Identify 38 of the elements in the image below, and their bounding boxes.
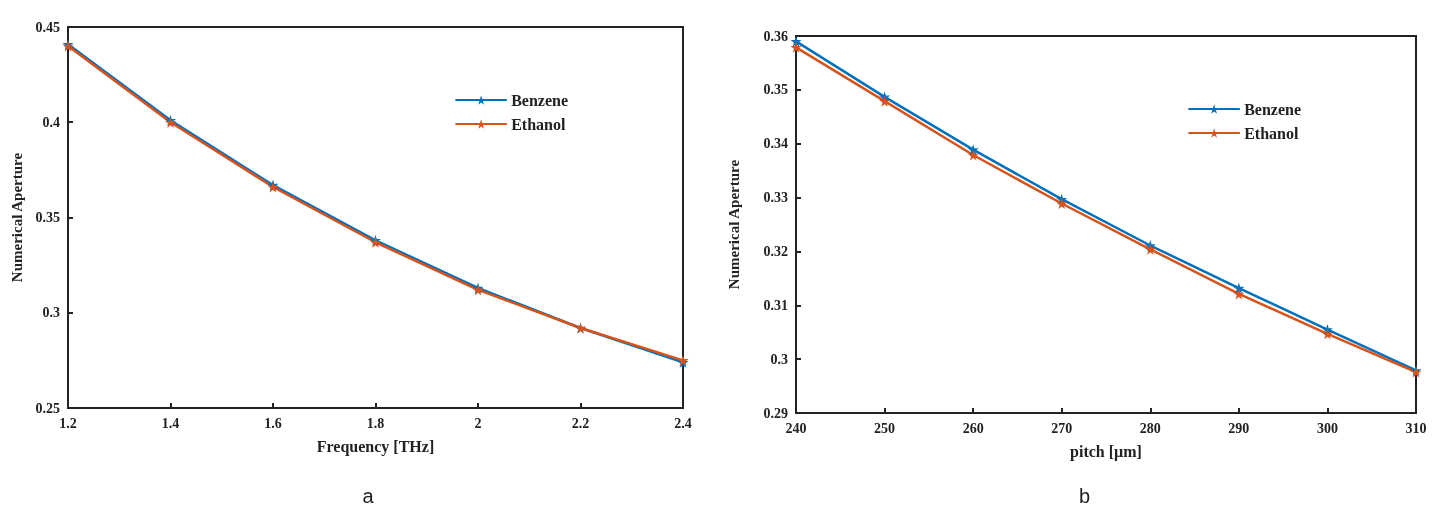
y-tick-label: 0.33 xyxy=(763,190,788,206)
x-tick-label: 2.2 xyxy=(571,415,590,431)
x-tick-label: 1.4 xyxy=(161,415,180,431)
x-tick-label: 240 xyxy=(785,420,807,436)
x-tick-label: 310 xyxy=(1405,420,1427,436)
x-tick-label: 1.2 xyxy=(59,415,77,431)
x-axis-title: pitch [µm] xyxy=(1070,442,1142,461)
y-tick-label: 0.36 xyxy=(763,28,788,44)
y-tick-label: 0.3 xyxy=(42,305,60,321)
legend-label: Benzene xyxy=(1244,100,1301,118)
x-tick-label: 280 xyxy=(1139,420,1161,436)
y-tick-label: 0.25 xyxy=(35,400,60,416)
text: b xyxy=(1078,485,1091,507)
y-tick-label: 0.4 xyxy=(42,114,60,130)
y-tick-label: 0.32 xyxy=(763,243,788,259)
x-tick-label: 270 xyxy=(1051,420,1073,436)
y-tick-label: 0.35 xyxy=(35,210,60,225)
x-tick-label: 290 xyxy=(1228,420,1250,436)
legend-label: Ethanol xyxy=(1244,124,1299,142)
y-tick-label: 0.35 xyxy=(763,82,788,98)
x-tick-label: 260 xyxy=(962,420,984,436)
y-axis-title: Numerical Aperture xyxy=(9,152,26,283)
x-tick-label: 1.8 xyxy=(366,415,385,431)
text: a xyxy=(362,485,375,507)
y-tick-label: 0.34 xyxy=(763,136,788,152)
x-axis-title: Frequency [THz] xyxy=(316,437,435,456)
legend-label: Benzene xyxy=(511,91,568,109)
x-tick-label: 250 xyxy=(874,420,896,436)
x-tick-label: 1.6 xyxy=(264,415,282,431)
y-tick-label: 0.3 xyxy=(770,351,788,367)
y-tick-label: 0.29 xyxy=(763,405,788,421)
x-tick-label: 2 xyxy=(474,415,482,431)
y-axis-title: Numerical Aperture xyxy=(725,159,742,290)
y-tick-label: 0.45 xyxy=(35,19,60,35)
legend-label: Ethanol xyxy=(511,115,566,133)
x-tick-label: 300 xyxy=(1316,420,1338,436)
y-tick-label: 0.31 xyxy=(763,297,788,313)
x-tick-label: 2.4 xyxy=(674,415,692,431)
